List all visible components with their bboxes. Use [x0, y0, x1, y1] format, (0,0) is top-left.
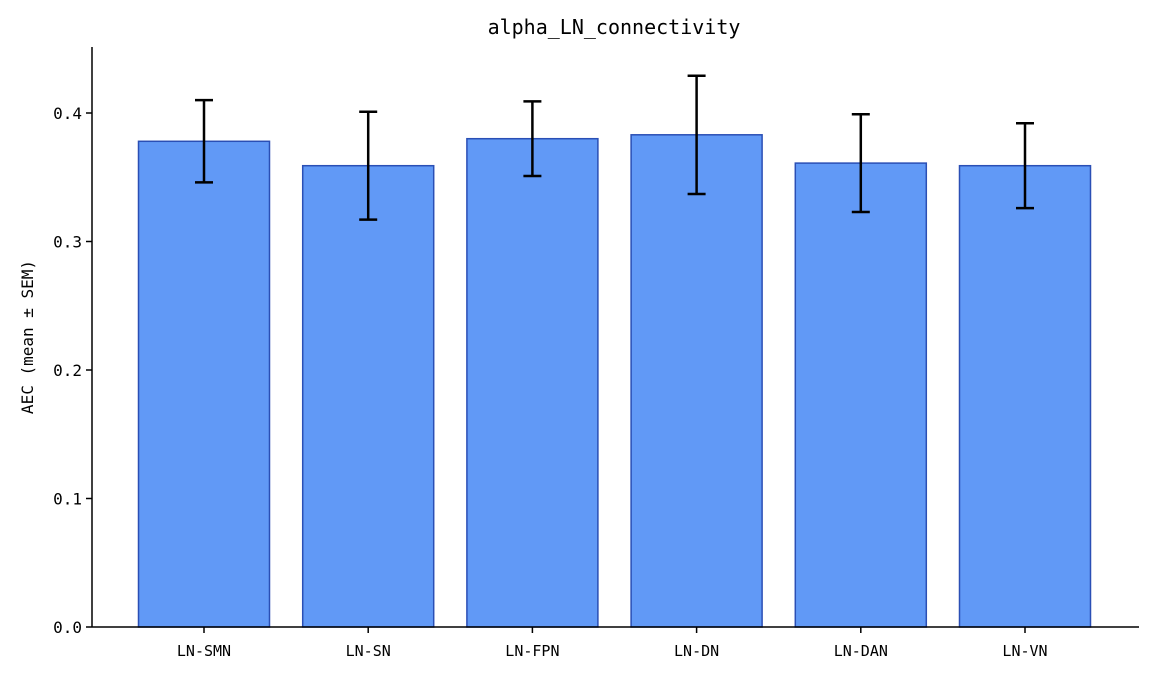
bar-ln-sn — [301, 164, 435, 628]
error-bar-ln-sn — [359, 110, 378, 221]
y-tick-label: 0.2 — [53, 361, 82, 380]
x-tick-label: LN-FPN — [505, 642, 559, 660]
chart-title: alpha_LN_connectivity — [488, 15, 741, 39]
x-tick-label: LN-DAN — [834, 642, 888, 660]
error-bar-ln-vn — [1016, 122, 1034, 210]
x-tick-label: LN-DN — [674, 642, 719, 660]
y-ticks-layer: 0.0 0.1 0.2 0.3 0.4 — [53, 104, 92, 637]
bar-ln-dan — [794, 162, 928, 628]
error-bar-ln-smn — [195, 98, 213, 184]
y-tick-label: 0.3 — [53, 233, 82, 252]
x-ticks-layer: LN-SMN LN-SN LN-FPN LN-DN LN-DAN LN-VN — [177, 627, 1048, 660]
error-bar-ln-dn — [687, 74, 706, 196]
y-tick-label: 0.0 — [53, 618, 82, 637]
y-axis-label: AEC (mean ± SEM) — [18, 260, 37, 414]
bar-ln-dn — [630, 134, 763, 628]
x-tick-label: LN-SMN — [177, 642, 231, 660]
error-bar-ln-fpn — [523, 100, 542, 178]
error-bar-ln-dan — [851, 113, 870, 214]
bar-ln-vn — [958, 164, 1092, 628]
error-bars-layer — [195, 74, 1034, 221]
x-tick-label: LN-VN — [1002, 642, 1047, 660]
y-tick-label: 0.1 — [53, 490, 82, 509]
bars-layer — [137, 134, 1092, 628]
y-tick-label: 0.4 — [53, 104, 82, 123]
bar-ln-smn — [137, 140, 271, 628]
bar-ln-fpn — [466, 137, 599, 628]
x-tick-label: LN-SN — [346, 642, 391, 660]
